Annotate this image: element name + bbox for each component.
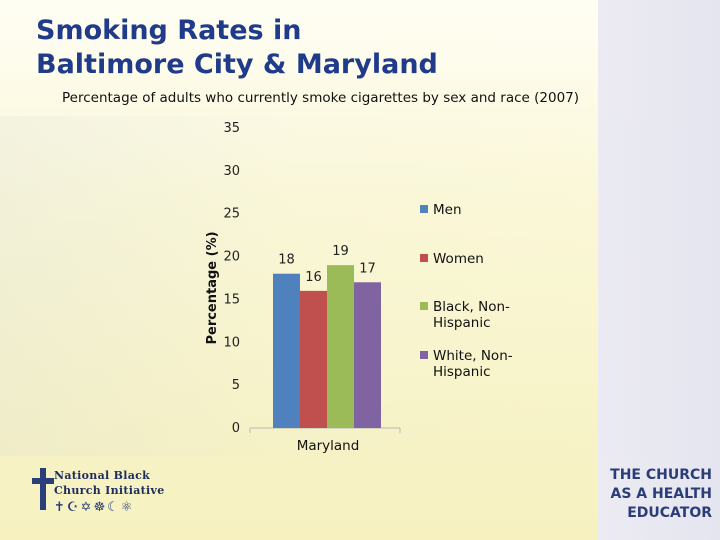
church-health-educator-logo: THE CHURCH AS A HEALTH EDUCATOR (600, 466, 712, 523)
page-title: Smoking Rates in Baltimore City & Maryla… (36, 14, 556, 82)
title-line-2: Baltimore City & Maryland (36, 49, 438, 80)
legend-swatch (420, 351, 428, 359)
y-tick-label: 0 (232, 421, 240, 436)
church-logo-line-3: EDUCATOR (627, 505, 712, 521)
bar-women (300, 290, 327, 428)
nbci-logo: National Black Church Initiative ✝☪✡☸☾⚛ (28, 462, 178, 522)
chart-subtitle: Percentage of adults who currently smoke… (62, 90, 580, 106)
legend-label: Women (433, 251, 484, 267)
y-tick-label: 30 (223, 164, 240, 179)
data-label: 17 (359, 261, 376, 276)
data-label: 19 (332, 244, 349, 259)
title-line-1: Smoking Rates in (36, 15, 302, 46)
legend-label: Hispanic (433, 315, 491, 331)
legend-swatch (420, 205, 428, 213)
y-tick-label: 20 (223, 250, 240, 265)
legend-label: Black, Non- (433, 299, 510, 315)
bar-chart: 0 5 10 15 20 25 30 35 Percentage (%) 18 16 19 17 Mary… (205, 121, 513, 454)
bar-white-non-hispanic (354, 282, 381, 428)
nbci-line-1: National Black (54, 469, 151, 482)
y-tick-label: 25 (223, 207, 240, 222)
church-logo-line-1: THE CHURCH (610, 467, 712, 483)
legend-swatch (420, 302, 428, 310)
nbci-line-2: Church Initiative (54, 484, 165, 497)
faith-symbols-icon: ✝☪✡☸☾⚛ (54, 500, 135, 515)
cross-icon (32, 468, 54, 510)
y-tick-label: 5 (232, 378, 240, 393)
right-decorative-panel (598, 0, 720, 540)
church-logo-line-2: AS A HEALTH (610, 486, 713, 502)
legend-label: Hispanic (433, 364, 491, 380)
y-tick-label: 35 (223, 121, 240, 136)
legend-swatch (420, 254, 428, 262)
nbci-logo-text: National Black Church Initiative (54, 468, 165, 498)
bar-black-non-hispanic (327, 265, 354, 428)
legend-label: White, Non- (433, 348, 513, 364)
y-tick-label: 15 (223, 292, 240, 307)
y-tick-label: 10 (223, 335, 240, 350)
legend-label: Men (433, 202, 462, 218)
chart-area: 0 5 10 15 20 25 30 35 Percentage (%) 18 16 19 17 Mary… (0, 116, 720, 456)
data-label: 16 (305, 270, 322, 285)
bar-men (273, 273, 300, 428)
data-label: 18 (278, 253, 295, 268)
y-axis-title: Percentage (%) (205, 231, 220, 344)
x-category-label: Maryland (297, 438, 360, 454)
